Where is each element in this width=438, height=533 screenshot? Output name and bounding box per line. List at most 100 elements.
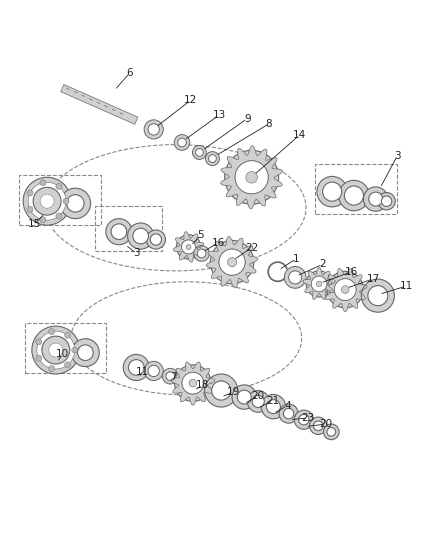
Text: 23: 23 <box>302 413 315 423</box>
Circle shape <box>186 245 191 249</box>
Circle shape <box>49 343 63 357</box>
Circle shape <box>266 400 280 414</box>
Circle shape <box>49 366 55 372</box>
Circle shape <box>148 365 159 377</box>
Circle shape <box>177 235 201 259</box>
Circle shape <box>194 246 209 261</box>
Text: 18: 18 <box>196 380 209 390</box>
Circle shape <box>150 234 162 245</box>
Text: 20: 20 <box>319 419 332 429</box>
Circle shape <box>227 257 237 266</box>
Text: 7: 7 <box>170 373 177 383</box>
Circle shape <box>162 368 178 384</box>
Circle shape <box>182 372 204 394</box>
Circle shape <box>42 336 70 364</box>
Polygon shape <box>206 236 258 288</box>
Circle shape <box>123 354 149 381</box>
Text: 2: 2 <box>319 260 326 269</box>
Text: 6: 6 <box>127 68 133 78</box>
Text: 3: 3 <box>394 150 401 160</box>
Circle shape <box>49 329 55 335</box>
Circle shape <box>60 188 91 219</box>
Text: 8: 8 <box>266 119 272 129</box>
Circle shape <box>235 161 268 194</box>
Circle shape <box>33 187 61 215</box>
Circle shape <box>23 177 71 225</box>
Circle shape <box>311 276 327 292</box>
Circle shape <box>166 372 175 381</box>
Circle shape <box>56 213 62 219</box>
Circle shape <box>67 195 84 212</box>
Circle shape <box>148 124 159 135</box>
Circle shape <box>27 206 33 213</box>
Circle shape <box>36 356 42 361</box>
Polygon shape <box>171 362 215 405</box>
Circle shape <box>40 194 54 208</box>
Circle shape <box>64 362 71 368</box>
Circle shape <box>232 385 256 409</box>
Circle shape <box>327 427 336 436</box>
Circle shape <box>144 361 163 381</box>
Text: 20: 20 <box>251 391 265 401</box>
Circle shape <box>368 286 388 305</box>
Circle shape <box>192 146 206 159</box>
Text: 11: 11 <box>399 281 413 291</box>
Circle shape <box>111 224 127 239</box>
Circle shape <box>261 394 286 419</box>
Text: 14: 14 <box>293 130 306 140</box>
Text: 22: 22 <box>245 243 258 253</box>
Text: 4: 4 <box>284 401 291 411</box>
Circle shape <box>316 281 322 287</box>
Circle shape <box>279 404 298 423</box>
Text: 12: 12 <box>184 95 198 105</box>
Circle shape <box>189 379 197 387</box>
Circle shape <box>64 332 71 338</box>
Circle shape <box>246 172 258 183</box>
Circle shape <box>182 240 195 254</box>
Text: 16: 16 <box>212 238 225 247</box>
Circle shape <box>195 149 203 156</box>
Circle shape <box>127 223 154 249</box>
Circle shape <box>208 155 216 163</box>
Circle shape <box>361 279 394 312</box>
Polygon shape <box>173 231 204 262</box>
Circle shape <box>381 196 392 206</box>
Text: 17: 17 <box>367 273 380 284</box>
Circle shape <box>369 192 383 206</box>
Circle shape <box>284 266 306 288</box>
Text: 15: 15 <box>28 219 41 229</box>
Circle shape <box>252 395 264 408</box>
Circle shape <box>63 198 69 204</box>
Circle shape <box>225 150 279 204</box>
Circle shape <box>78 345 93 360</box>
Circle shape <box>210 240 254 284</box>
Circle shape <box>322 182 342 201</box>
Text: 5: 5 <box>198 230 204 240</box>
FancyArrow shape <box>61 84 138 124</box>
Circle shape <box>327 271 364 308</box>
Polygon shape <box>323 268 367 312</box>
Circle shape <box>178 138 186 147</box>
Circle shape <box>289 271 302 284</box>
Circle shape <box>205 151 219 166</box>
Text: 11: 11 <box>136 367 149 377</box>
Circle shape <box>133 228 148 244</box>
Circle shape <box>237 390 251 404</box>
Circle shape <box>294 410 314 429</box>
Circle shape <box>27 190 33 196</box>
Circle shape <box>36 339 42 345</box>
Circle shape <box>174 135 190 150</box>
Circle shape <box>37 331 75 369</box>
Circle shape <box>323 424 339 440</box>
Circle shape <box>32 326 80 374</box>
Circle shape <box>317 176 347 207</box>
Polygon shape <box>303 268 336 300</box>
Circle shape <box>334 279 356 301</box>
Circle shape <box>71 339 99 367</box>
Circle shape <box>283 408 294 419</box>
Circle shape <box>182 372 204 394</box>
Circle shape <box>175 365 211 401</box>
Circle shape <box>28 182 66 220</box>
Circle shape <box>40 180 46 186</box>
Circle shape <box>247 391 269 413</box>
